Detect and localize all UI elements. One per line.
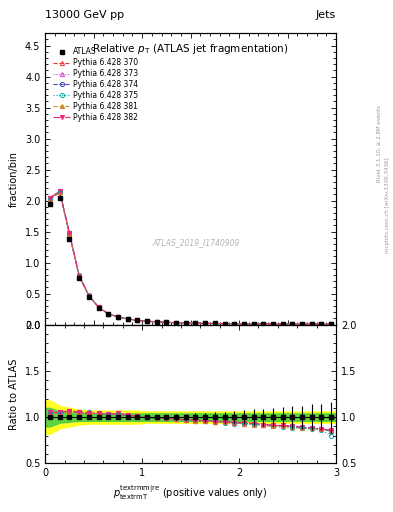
Text: 13000 GeV pp: 13000 GeV pp <box>45 10 124 20</box>
X-axis label: $p_{\rm textrm{T}}^{\rm textrm{m|re}}$ (positive values only): $p_{\rm textrm{T}}^{\rm textrm{m|re}}$ (… <box>113 484 268 502</box>
Legend: ATLAS, Pythia 6.428 370, Pythia 6.428 373, Pythia 6.428 374, Pythia 6.428 375, P: ATLAS, Pythia 6.428 370, Pythia 6.428 37… <box>52 46 140 123</box>
Text: mcplots.cern.ch [arXiv:1306.3436]: mcplots.cern.ch [arXiv:1306.3436] <box>385 157 389 252</box>
Text: ATLAS_2019_I1740909: ATLAS_2019_I1740909 <box>153 239 240 247</box>
Text: Rivet 3.1.10; ≥ 2.8M events: Rivet 3.1.10; ≥ 2.8M events <box>377 105 382 182</box>
Y-axis label: fraction/bin: fraction/bin <box>9 151 19 207</box>
Text: Jets: Jets <box>316 10 336 20</box>
Text: Relative $p_{\rm T}$ (ATLAS jet fragmentation): Relative $p_{\rm T}$ (ATLAS jet fragment… <box>92 42 289 56</box>
Y-axis label: Ratio to ATLAS: Ratio to ATLAS <box>9 358 19 430</box>
